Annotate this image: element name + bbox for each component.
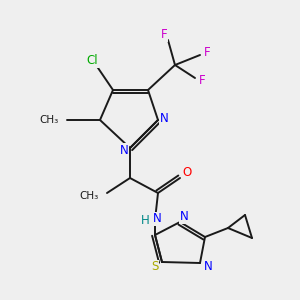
Text: F: F (204, 46, 210, 59)
Text: F: F (161, 28, 167, 41)
Text: H: H (141, 214, 149, 227)
Text: CH₃: CH₃ (40, 115, 59, 125)
Text: N: N (153, 212, 161, 226)
Text: N: N (160, 112, 168, 124)
Text: O: O (182, 167, 192, 179)
Text: F: F (199, 74, 205, 86)
Text: CH₃: CH₃ (80, 191, 99, 201)
Text: N: N (180, 211, 188, 224)
Text: N: N (204, 260, 212, 272)
Text: S: S (151, 260, 159, 274)
Text: Cl: Cl (86, 55, 98, 68)
Text: N: N (120, 143, 128, 157)
